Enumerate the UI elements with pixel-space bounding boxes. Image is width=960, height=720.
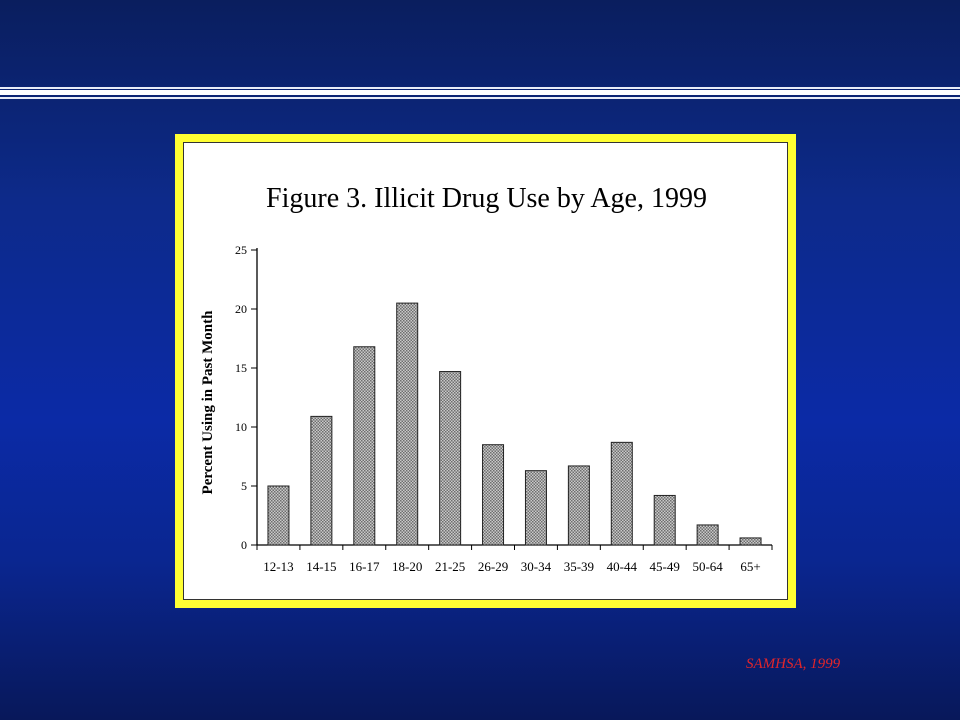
source-credit: SAMHSA, 1999 (746, 656, 841, 672)
x-tick-label: 45-49 (650, 559, 680, 574)
bar (653, 494, 676, 546)
x-tick-label: 18-20 (392, 559, 422, 574)
x-tick-label: 40-44 (607, 559, 638, 574)
x-tick-label: 30-34 (521, 559, 552, 574)
x-tick-label: 65+ (740, 559, 760, 574)
x-tick-label: 26-29 (478, 559, 508, 574)
figure-panel: Figure 3. Illicit Drug Use by Age, 1999 … (183, 142, 788, 600)
header-divider-thin-top (0, 87, 960, 89)
bar (439, 371, 462, 546)
header-divider-thin-bottom (0, 97, 960, 99)
bar (482, 444, 505, 546)
bar (524, 470, 547, 546)
bar (567, 465, 590, 546)
y-tick-label: 10 (235, 420, 247, 434)
x-tick-label: 14-15 (306, 559, 336, 574)
chart-title: Figure 3. Illicit Drug Use by Age, 1999 (266, 183, 707, 214)
x-tick-label: 50-64 (692, 559, 723, 574)
bar (267, 485, 290, 546)
bar (353, 346, 376, 546)
y-axis-title: Percent Using in Past Month (200, 310, 216, 495)
bar-chart: 0 5 10 15 20 25 Percent Using in Past Month 12-… (200, 243, 773, 574)
y-tick-label: 5 (241, 479, 247, 493)
bar (696, 524, 719, 546)
y-tick-label: 20 (235, 302, 247, 316)
bar (739, 537, 762, 546)
header-divider (0, 90, 960, 95)
x-tick-label: 16-17 (349, 559, 380, 574)
y-tick-label: 0 (241, 538, 247, 552)
bar (610, 441, 633, 546)
x-tick-label: 12-13 (263, 559, 293, 574)
figure-frame: Figure 3. Illicit Drug Use by Age, 1999 … (175, 134, 796, 608)
y-tick-label: 25 (235, 243, 247, 257)
bar (310, 415, 333, 546)
x-tick-label: 21-25 (435, 559, 465, 574)
y-tick-label: 15 (235, 361, 247, 375)
x-tick-label: 35-39 (564, 559, 594, 574)
bar (396, 302, 419, 546)
